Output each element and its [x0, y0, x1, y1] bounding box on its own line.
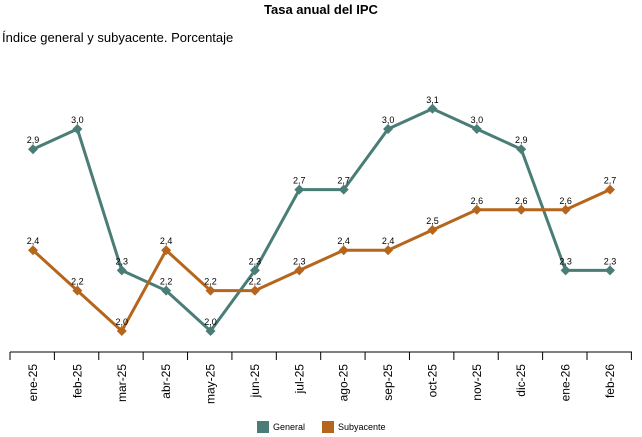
data-point: [471, 204, 482, 215]
data-label: 2,7: [604, 176, 617, 186]
data-label: 2,6: [515, 196, 528, 206]
data-point: [560, 204, 571, 215]
data-point: [72, 124, 83, 134]
data-label: 2,2: [249, 277, 262, 287]
data-label: 2,0: [116, 317, 129, 327]
legend-swatch-subyacente: [322, 421, 334, 433]
data-point: [605, 265, 615, 276]
legend-item-subyacente[interactable]: Subyacente: [322, 421, 386, 433]
data-point: [383, 124, 394, 134]
x-tick-label: feb-25: [70, 364, 84, 398]
x-tick-label: ene-26: [559, 364, 573, 402]
data-point: [516, 204, 527, 215]
data-point: [605, 184, 615, 195]
series-line-subyacente: [31, 188, 611, 334]
data-point: [205, 285, 216, 296]
x-tick-label: may-25: [204, 364, 218, 404]
data-label: 3,0: [471, 115, 484, 125]
data-label: 2,9: [27, 135, 40, 145]
data-point: [116, 326, 127, 336]
data-label: 3,0: [382, 115, 395, 125]
data-point: [161, 285, 172, 296]
data-label: 3,1: [426, 95, 439, 105]
legend-swatch-general: [257, 421, 269, 433]
chart-title: Tasa anual del IPC: [264, 2, 378, 17]
x-tick-label: abr-25: [159, 364, 173, 399]
data-label: 2,0: [204, 317, 217, 327]
data-label: 2,4: [337, 236, 350, 246]
data-label: 3,0: [71, 115, 84, 125]
x-tick-label: ene-25: [26, 364, 40, 402]
data-point: [72, 285, 83, 296]
legend-label-subyacente: Subyacente: [338, 422, 386, 432]
data-label: 2,4: [382, 236, 395, 246]
x-tick-label: sep-25: [381, 364, 395, 401]
x-tick-label: dic-25: [514, 364, 528, 397]
data-point: [249, 285, 260, 296]
data-label: 2,9: [515, 135, 528, 145]
data-label: 2,3: [249, 256, 262, 266]
data-label: 2,3: [293, 256, 306, 266]
data-point: [28, 144, 38, 155]
data-point: [294, 265, 305, 276]
data-label: 2,4: [27, 236, 40, 246]
x-tick-label: ago-25: [337, 364, 351, 402]
data-point: [338, 245, 349, 256]
data-label: 2,7: [337, 176, 350, 186]
data-point: [516, 144, 527, 155]
x-tick-label: jun-25: [248, 364, 262, 399]
data-label: 2,2: [204, 277, 217, 287]
data-point: [427, 103, 438, 114]
data-label: 2,7: [293, 176, 306, 186]
data-label: 2,2: [71, 277, 84, 287]
x-tick-label: feb-26: [603, 364, 617, 398]
data-point: [161, 245, 172, 256]
legend-item-general[interactable]: General: [257, 421, 305, 433]
data-point: [249, 265, 260, 276]
data-point: [294, 184, 305, 195]
data-point: [116, 265, 127, 276]
data-label: 2,2: [160, 277, 173, 287]
x-tick-label: mar-25: [115, 364, 129, 402]
data-point: [383, 245, 394, 256]
data-point: [338, 184, 349, 195]
data-point: [471, 124, 482, 134]
series-line-general: [32, 107, 610, 334]
x-tick-label: oct-25: [425, 364, 439, 398]
x-tick-label: jul-25: [292, 364, 306, 395]
data-label: 2,4: [160, 236, 173, 246]
chart-subtitle: Índice general y subyacente. Porcentaje: [2, 30, 234, 45]
data-label: 2,3: [604, 256, 617, 266]
data-point: [427, 225, 438, 235]
data-point: [205, 326, 216, 336]
data-point: [560, 265, 571, 276]
data-label: 2,6: [471, 196, 484, 206]
data-point: [28, 245, 38, 256]
data-label: 2,3: [559, 256, 572, 266]
x-tick-label: nov-25: [470, 364, 484, 401]
data-label: 2,6: [559, 196, 572, 206]
legend-label-general: General: [273, 422, 306, 432]
data-label: 2,3: [116, 256, 129, 266]
data-label: 2,5: [426, 216, 439, 226]
